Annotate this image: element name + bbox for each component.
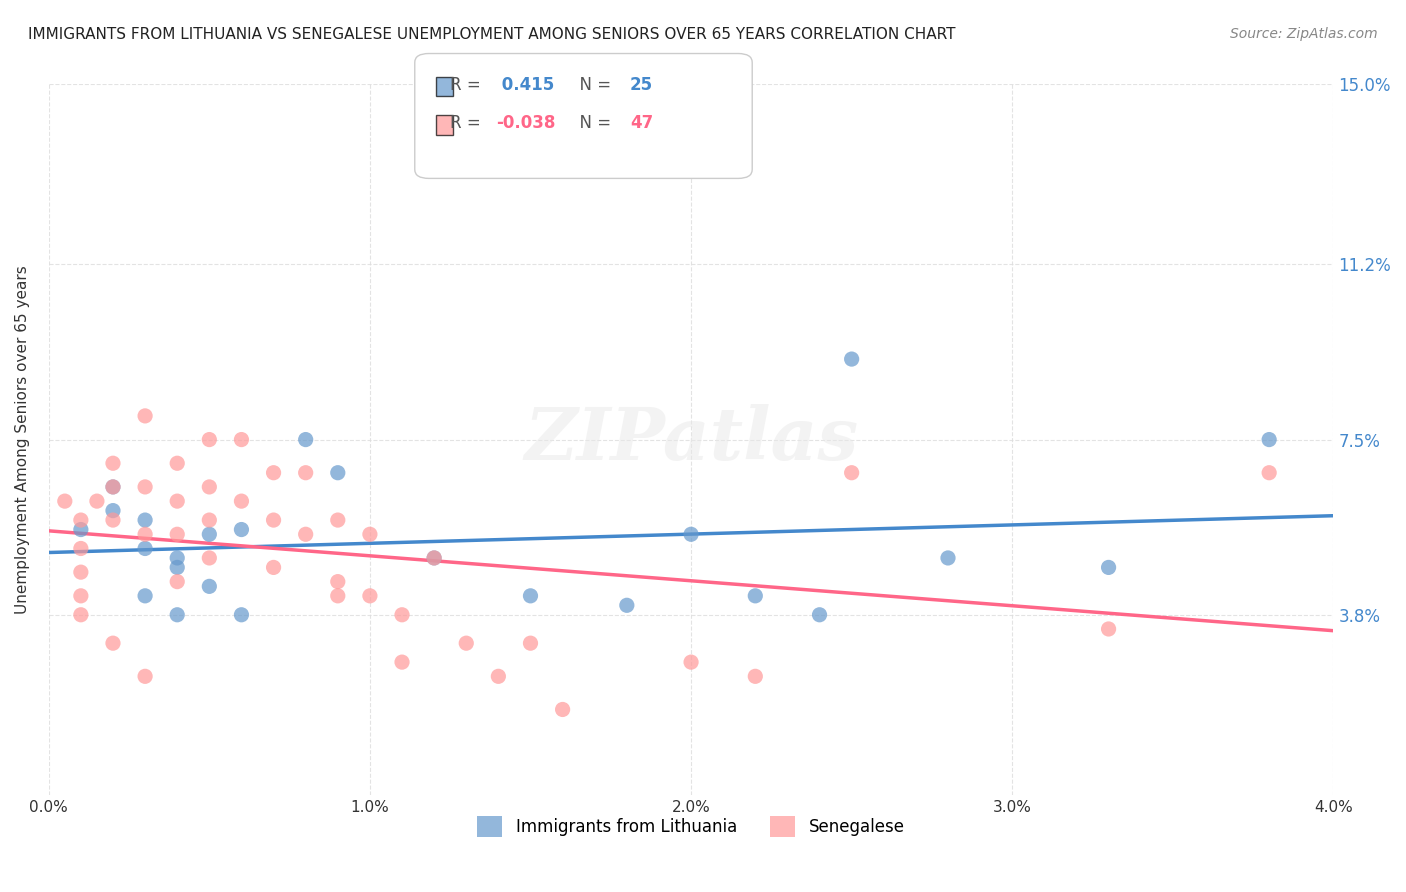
Point [359, 589, 381, 603]
Point [101, 503, 124, 517]
Y-axis label: Unemployment Among Seniors over 65 years: Unemployment Among Seniors over 65 years [15, 265, 30, 614]
Point [101, 480, 124, 494]
Text: ZIPatlas: ZIPatlas [524, 404, 858, 475]
Point [326, 589, 349, 603]
Text: 0.415: 0.415 [496, 76, 554, 94]
Point [86, 494, 108, 508]
Text: Source: ZipAtlas.com: Source: ZipAtlas.com [1230, 27, 1378, 41]
Point [263, 513, 285, 527]
Point [70, 513, 93, 527]
Point [134, 480, 156, 494]
Point [486, 669, 509, 683]
Point [101, 456, 124, 470]
Point [391, 607, 413, 622]
Point [841, 466, 863, 480]
Point [70, 523, 93, 537]
Point [198, 480, 221, 494]
Point [198, 551, 221, 566]
Point [681, 655, 703, 669]
Point [166, 560, 188, 574]
Point [198, 433, 221, 447]
Text: R =: R = [450, 114, 486, 132]
Point [294, 433, 316, 447]
Point [134, 589, 156, 603]
Point [808, 607, 831, 622]
Point [166, 574, 188, 589]
Point [744, 589, 766, 603]
Point [391, 655, 413, 669]
Point [70, 589, 93, 603]
Point [70, 565, 93, 579]
Point [841, 352, 863, 367]
Text: IMMIGRANTS FROM LITHUANIA VS SENEGALESE UNEMPLOYMENT AMONG SENIORS OVER 65 YEARS: IMMIGRANTS FROM LITHUANIA VS SENEGALESE … [28, 27, 956, 42]
Point [263, 560, 285, 574]
Point [231, 523, 253, 537]
Point [326, 466, 349, 480]
Text: 47: 47 [630, 114, 654, 132]
Point [423, 551, 446, 566]
Point [231, 607, 253, 622]
Point [1097, 622, 1119, 636]
Point [166, 551, 188, 566]
Point [519, 589, 541, 603]
Point [423, 551, 446, 566]
Point [166, 607, 188, 622]
Point [166, 494, 188, 508]
Point [101, 636, 124, 650]
Point [198, 579, 221, 593]
Legend: Immigrants from Lithuania, Senegalese: Immigrants from Lithuania, Senegalese [471, 810, 911, 843]
Point [198, 513, 221, 527]
Point [1097, 560, 1119, 574]
Point [134, 409, 156, 423]
Point [166, 527, 188, 541]
Point [1258, 466, 1281, 480]
Text: -0.038: -0.038 [496, 114, 555, 132]
Point [134, 513, 156, 527]
Point [231, 433, 253, 447]
Point [359, 527, 381, 541]
Point [231, 494, 253, 508]
Point [134, 669, 156, 683]
Point [326, 513, 349, 527]
Point [936, 551, 959, 566]
Point [681, 527, 703, 541]
Point [263, 466, 285, 480]
Point [744, 669, 766, 683]
Text: R =: R = [450, 76, 486, 94]
Point [1258, 433, 1281, 447]
Point [53, 494, 76, 508]
Point [456, 636, 478, 650]
Point [101, 513, 124, 527]
Point [134, 527, 156, 541]
Point [294, 527, 316, 541]
Point [70, 607, 93, 622]
Point [70, 541, 93, 556]
Point [101, 480, 124, 494]
Point [294, 466, 316, 480]
Point [551, 702, 574, 716]
Point [519, 636, 541, 650]
Point [616, 599, 638, 613]
Point [166, 456, 188, 470]
Text: N =: N = [569, 114, 617, 132]
Point [326, 574, 349, 589]
Point [134, 541, 156, 556]
Text: N =: N = [569, 76, 617, 94]
Point [198, 527, 221, 541]
Text: 25: 25 [630, 76, 652, 94]
